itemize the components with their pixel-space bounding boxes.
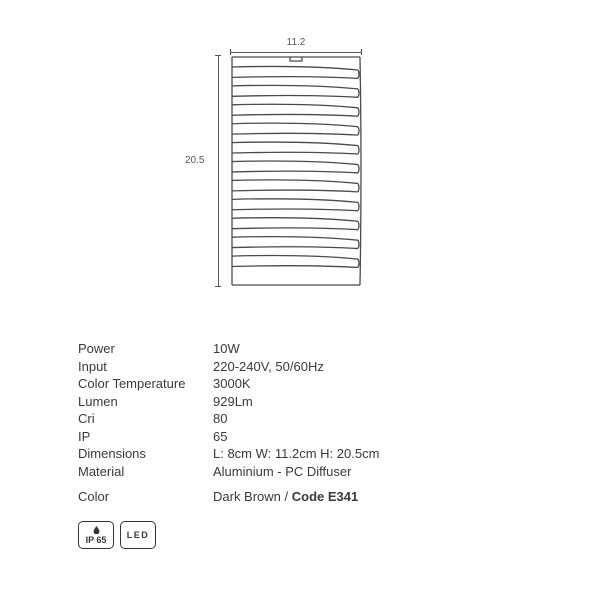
spec-label: Input [78, 358, 213, 376]
spec-row: IP65 [78, 428, 518, 446]
spec-label: Cri [78, 410, 213, 428]
spec-row: MaterialAluminium - PC Diffuser [78, 463, 518, 481]
dimension-height-label: 20.5 [185, 155, 204, 166]
spec-row: Cri80 [78, 410, 518, 428]
spec-row: Color Temperature3000K [78, 375, 518, 393]
technical-diagram: 11.2 20.5 [185, 55, 385, 305]
code-label: Code [292, 489, 325, 504]
spec-value: 929Lm [213, 393, 253, 411]
spec-label: Dimensions [78, 445, 213, 463]
spec-value: Aluminium - PC Diffuser [213, 463, 351, 481]
ip65-badge: IP 65 [78, 521, 114, 549]
spec-row: Lumen929Lm [78, 393, 518, 411]
code-value: E341 [324, 489, 358, 504]
led-badge: LED [120, 521, 156, 549]
spec-value: 10W [213, 340, 240, 358]
spec-row: Power10W [78, 340, 518, 358]
spec-table: Power10WInput220-240V, 50/60HzColor Temp… [78, 340, 518, 506]
spec-label: IP [78, 428, 213, 446]
spec-row: Input220-240V, 50/60Hz [78, 358, 518, 376]
dimension-width-label: 11.2 [230, 37, 362, 48]
led-badge-text: LED [127, 531, 150, 540]
spec-label: Lumen [78, 393, 213, 411]
color-label: Color [78, 488, 213, 506]
dimension-height-line [215, 55, 221, 287]
water-drop-icon [93, 526, 100, 536]
spec-value: 80 [213, 410, 227, 428]
spec-label: Power [78, 340, 213, 358]
spec-row: DimensionsL: 8cm W: 11.2cm H: 20.5cm [78, 445, 518, 463]
spec-value: 3000K [213, 375, 251, 393]
badges-row: IP 65 LED [78, 521, 156, 549]
product-outline [230, 55, 362, 287]
color-name: Dark Brown / [213, 489, 292, 504]
color-value: Dark Brown / Code E341 [213, 488, 358, 506]
spec-label: Color Temperature [78, 375, 213, 393]
spec-label: Material [78, 463, 213, 481]
spec-value: 220-240V, 50/60Hz [213, 358, 324, 376]
spec-value: L: 8cm W: 11.2cm H: 20.5cm [213, 445, 379, 463]
spec-value: 65 [213, 428, 227, 446]
color-row: Color Dark Brown / Code E341 [78, 488, 518, 506]
ip65-badge-text: IP 65 [86, 536, 107, 545]
